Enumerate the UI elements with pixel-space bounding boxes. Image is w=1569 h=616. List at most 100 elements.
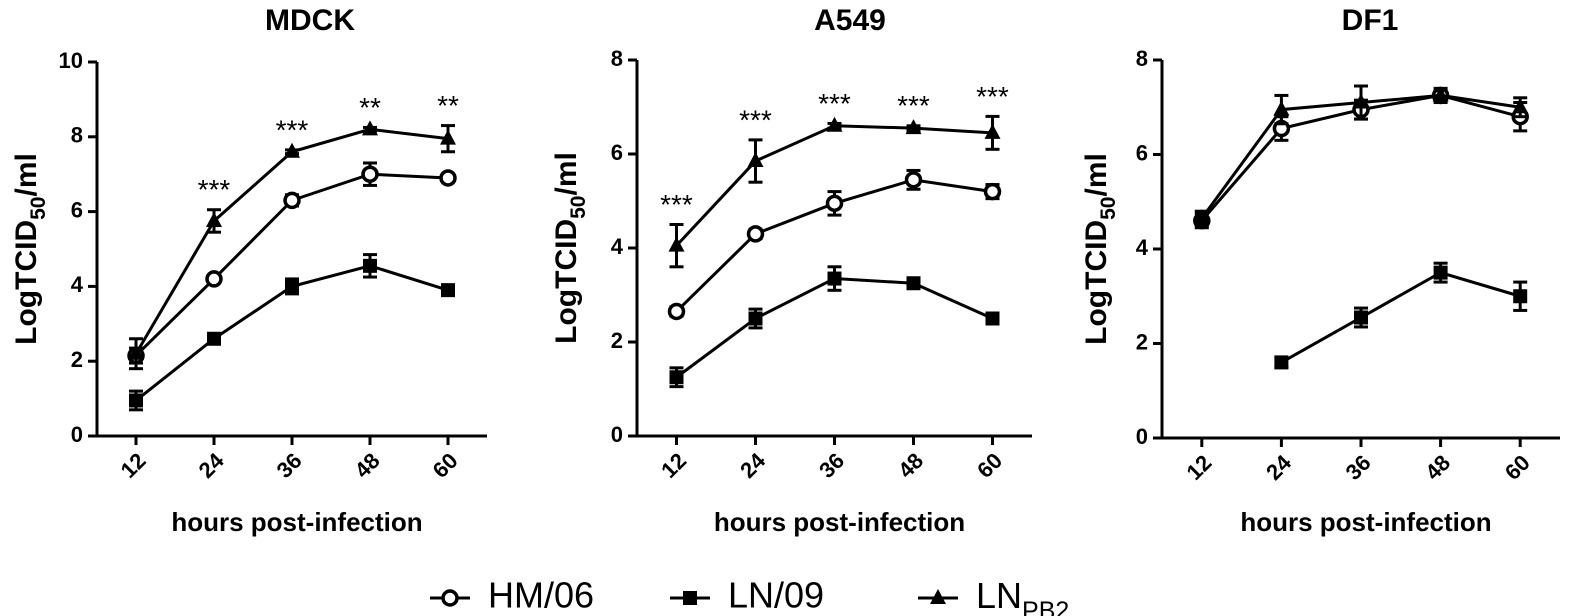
x-tick-label: 36 — [1341, 450, 1376, 485]
marker — [1354, 310, 1368, 325]
significance-annotation: *** — [818, 88, 851, 119]
y-tick-label: 0 — [611, 422, 623, 447]
x-axis-label: hours post-infection — [714, 507, 965, 537]
marker — [1353, 93, 1369, 109]
y-axis-label-part: /ml — [1080, 153, 1113, 196]
legend-label: LN/09 — [728, 575, 824, 616]
significance-annotation: *** — [276, 114, 309, 145]
y-axis-label-part: /ml — [550, 152, 583, 195]
x-tick-label: 12 — [116, 448, 151, 483]
panel-title: DF1 — [1342, 4, 1399, 37]
marker — [683, 591, 697, 605]
significance-annotation: *** — [660, 189, 693, 220]
marker — [667, 302, 686, 321]
marker — [1433, 265, 1448, 280]
significance-annotation: ** — [437, 90, 459, 121]
marker — [746, 225, 765, 243]
significance-annotation: *** — [897, 90, 930, 121]
y-axis-label-part: LogTCID — [10, 220, 43, 345]
y-axis-label: LogTCID50/ml — [10, 153, 50, 345]
significance-annotation: *** — [739, 104, 772, 135]
marker — [441, 589, 459, 607]
y-tick-label: 2 — [611, 328, 623, 353]
x-tick-label: 24 — [735, 447, 771, 483]
marker — [285, 279, 299, 294]
series-line — [675, 277, 994, 379]
marker — [361, 165, 379, 183]
marker — [1513, 289, 1528, 304]
legend-label-sub: PB2 — [1022, 597, 1069, 616]
x-axis-label: hours post-infection — [171, 507, 422, 537]
marker — [983, 182, 1002, 201]
legend-label-part: LN — [976, 575, 1022, 616]
legend-entry: HM/06 — [430, 575, 594, 616]
marker — [440, 129, 456, 145]
marker — [362, 120, 378, 136]
x-tick-label: 12 — [1181, 450, 1216, 485]
y-tick-label: 6 — [611, 140, 623, 165]
y-tick-label: 2 — [1136, 329, 1148, 354]
x-tick-label: 48 — [893, 448, 928, 483]
marker — [363, 258, 377, 273]
marker — [825, 194, 844, 213]
marker — [128, 344, 144, 360]
legend-label: LNPB2 — [976, 575, 1069, 616]
marker — [904, 171, 923, 189]
marker — [1512, 98, 1529, 114]
marker — [284, 142, 300, 158]
marker — [748, 311, 763, 326]
x-tick-label: 48 — [1420, 450, 1455, 485]
y-tick-label: 6 — [71, 197, 83, 222]
y-axis-label: LogTCID50/ml — [550, 152, 590, 344]
x-tick-label: 24 — [1261, 449, 1297, 485]
y-tick-label: 6 — [1136, 140, 1148, 165]
marker — [668, 236, 685, 252]
marker — [906, 276, 921, 291]
marker — [826, 116, 843, 132]
marker — [207, 331, 221, 346]
marker — [984, 123, 1001, 139]
legend-entry: LNPB2 — [918, 575, 1069, 616]
y-tick-label: 10 — [59, 48, 83, 73]
y-tick-label: 4 — [71, 272, 84, 297]
series-line — [134, 127, 449, 355]
x-tick-label: 36 — [814, 448, 849, 483]
significance-annotation: *** — [198, 174, 231, 205]
marker — [1432, 86, 1449, 102]
marker — [827, 271, 842, 286]
y-axis-label-sub: 50 — [1097, 197, 1120, 220]
x-tick-label: 60 — [428, 448, 463, 483]
marker — [283, 191, 301, 210]
series-line — [1280, 271, 1521, 364]
y-tick-label: 8 — [1136, 46, 1148, 71]
panel-title: MDCK — [265, 4, 355, 37]
marker — [439, 169, 457, 187]
marker — [747, 152, 764, 168]
marker — [669, 370, 684, 385]
y-axis-label-sub: 50 — [27, 197, 50, 220]
y-tick-label: 2 — [71, 347, 83, 372]
x-tick-label: 60 — [1500, 450, 1535, 485]
marker — [1273, 100, 1290, 116]
x-axis-label: hours post-infection — [1240, 507, 1491, 537]
y-axis-label-sub: 50 — [567, 196, 590, 219]
legend-entry: LN/09 — [670, 575, 824, 616]
significance-annotation: ** — [359, 92, 381, 123]
panel-title: A549 — [814, 4, 886, 37]
marker — [129, 393, 143, 408]
y-tick-label: 4 — [1136, 235, 1149, 260]
marker — [1193, 209, 1210, 225]
y-axis-label-part: /ml — [10, 153, 43, 196]
marker — [205, 270, 223, 288]
marker — [1274, 355, 1289, 370]
y-tick-label: 0 — [71, 422, 83, 447]
x-tick-label: 48 — [350, 448, 385, 483]
marker — [441, 283, 455, 298]
significance-annotation: *** — [976, 81, 1009, 112]
x-tick-label: 24 — [194, 447, 230, 483]
y-tick-label: 8 — [71, 123, 83, 148]
y-tick-label: 8 — [611, 46, 623, 71]
x-tick-label: 36 — [272, 448, 307, 483]
marker — [930, 589, 946, 604]
